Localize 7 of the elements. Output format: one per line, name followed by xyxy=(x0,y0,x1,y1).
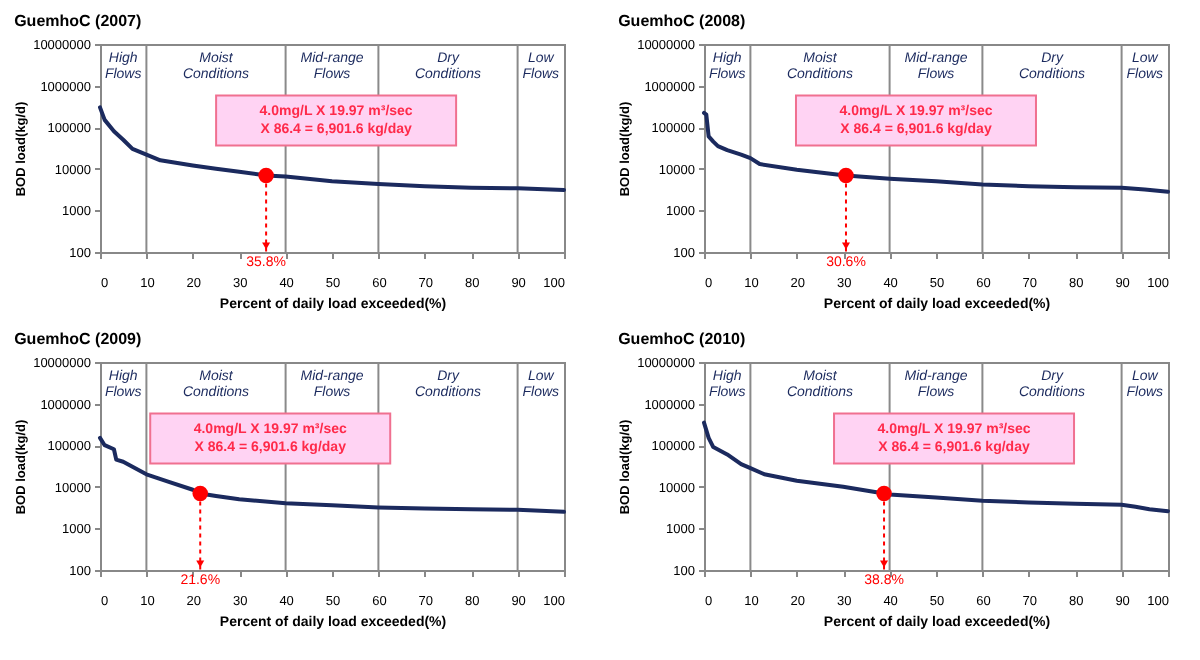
chart-title: GuemhoC (2010) xyxy=(618,330,746,348)
chart-title: GuemhoC (2008) xyxy=(618,12,746,30)
line-series xyxy=(702,420,1170,514)
line-series xyxy=(98,105,566,192)
chart-title: GuemhoC (2007) xyxy=(14,12,142,30)
chart-title: GuemhoC (2009) xyxy=(14,330,142,348)
line-series xyxy=(98,435,566,514)
